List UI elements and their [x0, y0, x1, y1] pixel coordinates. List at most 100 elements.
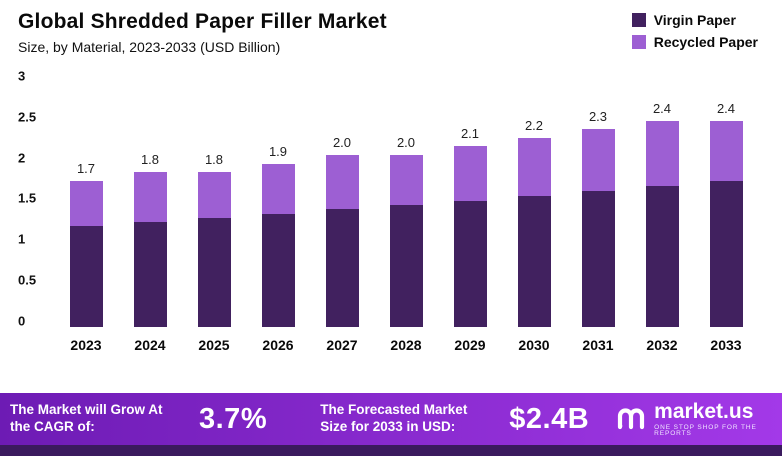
legend-swatch [631, 35, 646, 49]
bar-group-2025: 1.8 [182, 69, 246, 327]
bar-segment-virgin-paper [197, 217, 231, 327]
bar-stack [645, 120, 679, 327]
legend-item: Recycled Paper [631, 34, 758, 50]
bar-segment-virgin-paper [709, 180, 743, 327]
bar-group-2026: 1.9 [246, 69, 310, 327]
bar-segment-virgin-paper [325, 209, 359, 327]
y-tick-label: 0 [18, 313, 26, 329]
logo-name: market.us [654, 399, 754, 423]
x-axis-label-2028: 2028 [390, 337, 422, 353]
y-tick-label: 1.5 [18, 190, 37, 206]
bar-total-label: 1.8 [204, 152, 224, 168]
y-tick-label: 1 [18, 231, 26, 247]
bar-group-2029: 2.1 [438, 69, 502, 327]
market-us-logo: market.us One Stop Shop For The Reports [617, 401, 768, 438]
y-tick-label: 0.5 [18, 272, 37, 288]
bar-stack [69, 180, 103, 327]
chart-legend: Virgin Paper Recycled Paper [631, 10, 764, 50]
chart-header: Global Shredded Paper Filler Market Size… [18, 10, 764, 55]
y-axis: 3 2.5 2 1.5 1 0.5 0 [18, 68, 48, 329]
bar-total-label: 2.4 [716, 100, 736, 116]
x-axis-label-2029: 2029 [454, 337, 486, 353]
bar-segment-virgin-paper [389, 204, 423, 327]
bar-total-label: 1.9 [268, 143, 288, 159]
x-axis-label-2025: 2025 [198, 337, 230, 353]
x-axis-label-2023: 2023 [70, 337, 102, 353]
bar-total-label: 2.2 [524, 117, 544, 133]
plot-wrap: 3 2.5 2 1.5 1 0.5 0 1.7 1.8 1.8 1.9 2.0 2.0 2.1 2.2 2.… [18, 69, 764, 327]
bar-stack [389, 155, 423, 327]
bar-group-2024: 1.8 [118, 69, 182, 327]
bar-total-label: 2.4 [652, 100, 672, 116]
bar-total-label: 2.0 [396, 135, 416, 151]
x-axis: 2023 2024 2025 2026 2027 2028 2029 2030 2031 2032… [48, 337, 764, 353]
x-axis-label-2030: 2030 [518, 337, 550, 353]
x-axis-label-2032: 2032 [646, 337, 678, 353]
bar-segment-recycled-paper [645, 120, 679, 186]
bar-segment-virgin-paper [581, 191, 615, 327]
bar-segment-recycled-paper [69, 180, 103, 226]
bar-segment-recycled-paper [581, 129, 615, 192]
bar-segment-recycled-paper [197, 172, 231, 218]
legend-swatch [631, 13, 646, 27]
bar-stack [197, 172, 231, 327]
bar-group-2028: 2.0 [374, 69, 438, 327]
forecast-label: The Forecasted Market Size for 2033 in U… [320, 402, 468, 434]
cagr-value: 3.7% [199, 402, 268, 435]
bar-group-2033: 2.4 [694, 69, 758, 327]
footer-strip [0, 445, 782, 456]
logo-text-block: market.us One Stop Shop For The Reports [654, 401, 768, 438]
bar-segment-recycled-paper [709, 120, 743, 181]
bar-segment-virgin-paper [517, 196, 551, 327]
x-axis-label-2026: 2026 [262, 337, 294, 353]
page-subtitle: Size, by Material, 2023-2033 (USD Billio… [18, 39, 281, 55]
bar-stack [325, 155, 359, 327]
bar-segment-virgin-paper [69, 225, 103, 327]
bar-segment-recycled-paper [389, 155, 423, 205]
y-tick-label: 2.5 [18, 109, 37, 125]
legend-label: Virgin Paper [653, 12, 736, 28]
bar-stack [261, 163, 295, 327]
bar-segment-virgin-paper [261, 214, 295, 327]
bar-group-2032: 2.4 [630, 69, 694, 327]
title-block: Global Shredded Paper Filler Market Size… [18, 10, 387, 55]
bar-stack [581, 129, 615, 327]
bar-group-2027: 2.0 [310, 69, 374, 327]
legend-label: Recycled Paper [653, 34, 758, 50]
y-tick-label: 2 [18, 150, 26, 166]
bar-stack [133, 172, 167, 327]
bar-total-label: 1.8 [140, 152, 160, 168]
forecast-value: $2.4B [509, 402, 590, 435]
bar-group-2031: 2.3 [566, 69, 630, 327]
x-axis-label-2033: 2033 [710, 337, 742, 353]
bar-segment-virgin-paper [133, 222, 167, 327]
plot-area: 1.7 1.8 1.8 1.9 2.0 2.0 2.1 2.2 2.3 2.4 2.4 [48, 69, 764, 327]
bar-total-label: 2.1 [460, 126, 480, 142]
x-axis-label-2031: 2031 [582, 337, 614, 353]
bar-segment-recycled-paper [261, 163, 295, 215]
legend-item: Virgin Paper [631, 12, 758, 28]
bar-group-2030: 2.2 [502, 69, 566, 327]
bar-segment-recycled-paper [517, 137, 551, 197]
bar-segment-recycled-paper [325, 155, 359, 210]
y-tick-label: 3 [18, 68, 26, 84]
market-us-logo-icon [617, 404, 647, 435]
bottom-banner: The Market will Grow At the CAGR of: 3.7… [0, 393, 782, 445]
chart-section: Global Shredded Paper Filler Market Size… [18, 10, 764, 353]
cagr-label: The Market will Grow At the CAGR of: [10, 402, 163, 434]
logo-tagline: One Stop Shop For The Reports [654, 423, 757, 437]
bar-total-label: 1.7 [76, 160, 96, 176]
page-title: Global Shredded Paper Filler Market [18, 10, 387, 33]
bar-stack [709, 120, 743, 327]
bar-total-label: 2.0 [332, 135, 352, 151]
x-axis-label-2027: 2027 [326, 337, 358, 353]
bar-segment-virgin-paper [453, 200, 487, 327]
bar-group-2023: 1.7 [54, 69, 118, 327]
bar-total-label: 2.3 [588, 109, 608, 125]
x-axis-label-2024: 2024 [134, 337, 166, 353]
bar-stack [453, 146, 487, 327]
bar-stack [517, 137, 551, 327]
bar-segment-virgin-paper [645, 185, 679, 327]
bar-segment-recycled-paper [133, 172, 167, 223]
